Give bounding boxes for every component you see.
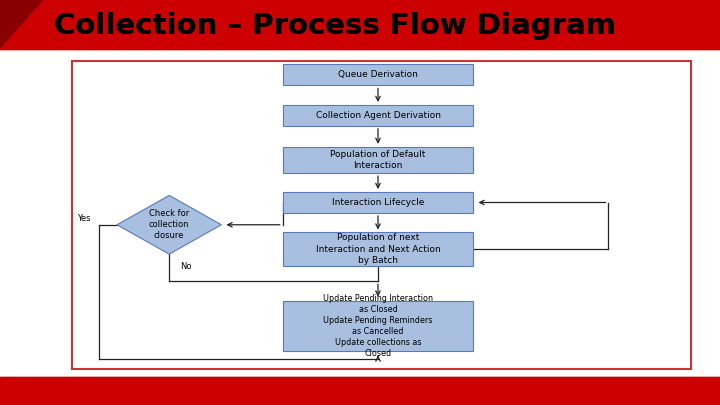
Text: Collection – Process Flow Diagram: Collection – Process Flow Diagram bbox=[54, 12, 616, 40]
Text: Collection Agent Derivation: Collection Agent Derivation bbox=[315, 111, 441, 120]
FancyBboxPatch shape bbox=[283, 64, 474, 85]
FancyBboxPatch shape bbox=[283, 232, 474, 266]
Polygon shape bbox=[117, 196, 222, 254]
Text: 10  |  Copyright © 2015, Oracle and/or its affiliates. All rights reserved.  |: 10 | Copyright © 2015, Oracle and/or its… bbox=[22, 397, 251, 403]
FancyBboxPatch shape bbox=[283, 192, 474, 213]
Text: Population of Default
Interaction: Population of Default Interaction bbox=[330, 150, 426, 170]
FancyBboxPatch shape bbox=[283, 301, 474, 351]
Text: Interaction Lifecycle: Interaction Lifecycle bbox=[332, 198, 424, 207]
Text: Collection – Process Flow Diagram: Collection – Process Flow Diagram bbox=[54, 12, 616, 40]
Text: No: No bbox=[180, 262, 192, 271]
Text: 10  |  Copyright © 2015, Oracle and/or its affiliates. All rights reserved.  |: 10 | Copyright © 2015, Oracle and/or its… bbox=[22, 397, 251, 403]
Text: Update Pending Interaction
as Closed
Update Pending Reminders
as Cancelled
Updat: Update Pending Interaction as Closed Upd… bbox=[323, 294, 433, 358]
Text: Population of next
Interaction and Next Action
by Batch: Population of next Interaction and Next … bbox=[315, 233, 441, 265]
Text: ORACLE: ORACLE bbox=[647, 385, 702, 398]
FancyBboxPatch shape bbox=[283, 147, 474, 173]
FancyBboxPatch shape bbox=[72, 61, 691, 369]
FancyBboxPatch shape bbox=[283, 105, 474, 126]
Text: Queue Derivation: Queue Derivation bbox=[338, 70, 418, 79]
Text: Check for
collection
closure: Check for collection closure bbox=[149, 209, 189, 241]
Text: Yes: Yes bbox=[77, 214, 91, 223]
Text: ORACLE: ORACLE bbox=[647, 385, 702, 398]
